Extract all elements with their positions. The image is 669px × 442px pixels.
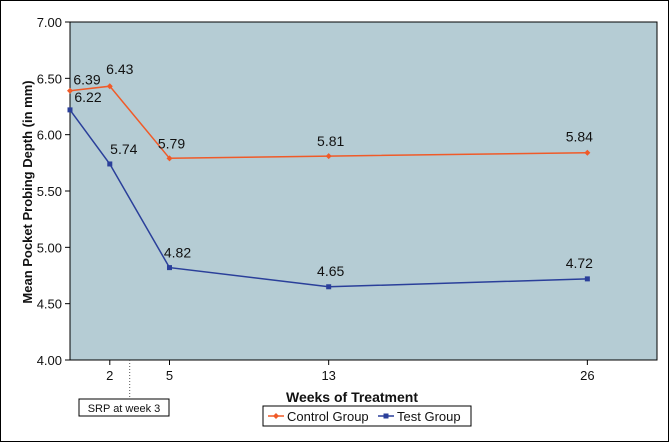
test-group-point-2 bbox=[166, 265, 172, 271]
legend-box bbox=[262, 405, 472, 427]
control-group-point-2 bbox=[166, 155, 173, 162]
data-label-layer: 6.39 6.43 5.79 5.81 5.84 6.22 5.74 4.82 4.65 4.72 bbox=[73, 61, 593, 279]
x-tick-label-2: 13 bbox=[321, 368, 335, 383]
control-group-data-label-3: 5.81 bbox=[317, 133, 344, 149]
control-group-data-label-4: 5.84 bbox=[566, 129, 593, 145]
y-tick-label-5: 6.50 bbox=[37, 71, 62, 86]
test-group-point-4 bbox=[584, 276, 590, 282]
control-group-legend-marker bbox=[273, 413, 279, 419]
srp-label: SRP at week 3 bbox=[88, 403, 161, 415]
y-axis: 4.00 4.50 5.00 5.50 6.00 6.50 7.00 bbox=[37, 15, 70, 368]
control-group-point-1 bbox=[106, 83, 113, 90]
y-tick-label-4: 6.00 bbox=[37, 128, 62, 143]
y-tick-label-6: 7.00 bbox=[37, 15, 62, 30]
control-group-data-label-0: 6.39 bbox=[73, 72, 100, 88]
test-group-data-label-1: 5.74 bbox=[110, 141, 137, 157]
control-group-legend-label: Control Group bbox=[287, 409, 369, 424]
srp-annotation: SRP at week 3 bbox=[78, 360, 170, 417]
x-axis: 2 5 13 26 bbox=[106, 360, 595, 383]
legend: Control Group Test Group bbox=[262, 405, 472, 427]
test-group-data-label-4: 4.72 bbox=[566, 255, 593, 271]
control-group-data-label-2: 5.79 bbox=[158, 135, 185, 151]
test-group-point-3 bbox=[326, 284, 332, 290]
test-group-data-label-3: 4.65 bbox=[317, 263, 344, 279]
series-layer bbox=[67, 83, 591, 290]
control-group-data-label-1: 6.43 bbox=[106, 61, 133, 77]
test-group-data-label-0: 6.22 bbox=[74, 89, 101, 105]
x-tick-label-0: 2 bbox=[106, 368, 113, 383]
y-tick-label-3: 5.50 bbox=[37, 184, 62, 199]
y-axis-title: Mean Pocket Probing Depth (in mm) bbox=[20, 80, 35, 303]
srp-label-box bbox=[78, 398, 170, 417]
y-tick-label-0: 4.00 bbox=[37, 353, 62, 368]
y-tick-label-1: 4.50 bbox=[37, 297, 62, 312]
test-group-legend-marker bbox=[383, 413, 389, 419]
control-group-point-3 bbox=[325, 153, 332, 160]
test-group-legend-label: Test Group bbox=[397, 409, 461, 424]
x-axis-title: Weeks of Treatment bbox=[286, 389, 418, 405]
control-group-point-4 bbox=[584, 149, 591, 156]
test-group-point-1 bbox=[107, 161, 113, 167]
test-group-point-0 bbox=[67, 107, 73, 113]
test-group-data-label-2: 4.82 bbox=[164, 245, 191, 261]
y-tick-label-2: 5.00 bbox=[37, 240, 62, 255]
plot-area bbox=[69, 21, 658, 361]
x-tick-label-3: 26 bbox=[580, 368, 594, 383]
x-tick-label-1: 5 bbox=[166, 368, 173, 383]
control-group-point-0 bbox=[67, 87, 73, 94]
